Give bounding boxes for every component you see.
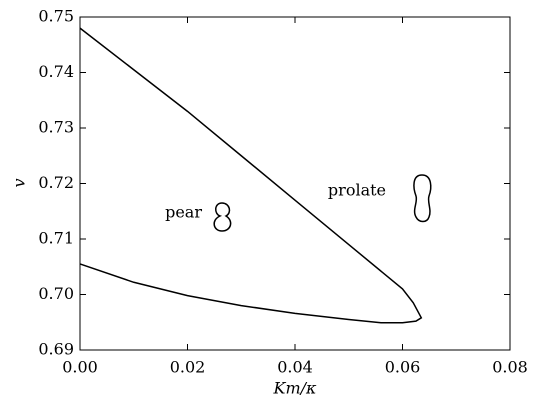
x-tick-label: 0.08: [492, 358, 528, 377]
y-tick-label: 0.72: [38, 173, 74, 192]
line: [79, 27, 423, 324]
y-tick-label: 0.70: [38, 284, 74, 303]
y-tick-label: 0.73: [38, 118, 74, 137]
x-axis-label: Km/κ: [272, 379, 317, 398]
y-tick-label: 0.74: [38, 62, 74, 81]
plot-frame: [79, 16, 511, 351]
y-tick-label: 0.71: [38, 229, 74, 248]
y-axis-label: v: [10, 178, 29, 187]
x-tick-label: 0.00: [62, 358, 98, 377]
prolate-shape: [413, 174, 432, 223]
y-tick-label: 0.75: [38, 7, 74, 26]
annotation: prolate: [328, 181, 386, 200]
pear-shape: [213, 202, 232, 232]
x-tick-label: 0.04: [277, 358, 313, 377]
x-tick-label: 0.02: [170, 358, 206, 377]
annotation: pear: [165, 203, 202, 222]
y-tick-label: 0.69: [38, 340, 74, 359]
x-tick-label: 0.06: [385, 358, 421, 377]
